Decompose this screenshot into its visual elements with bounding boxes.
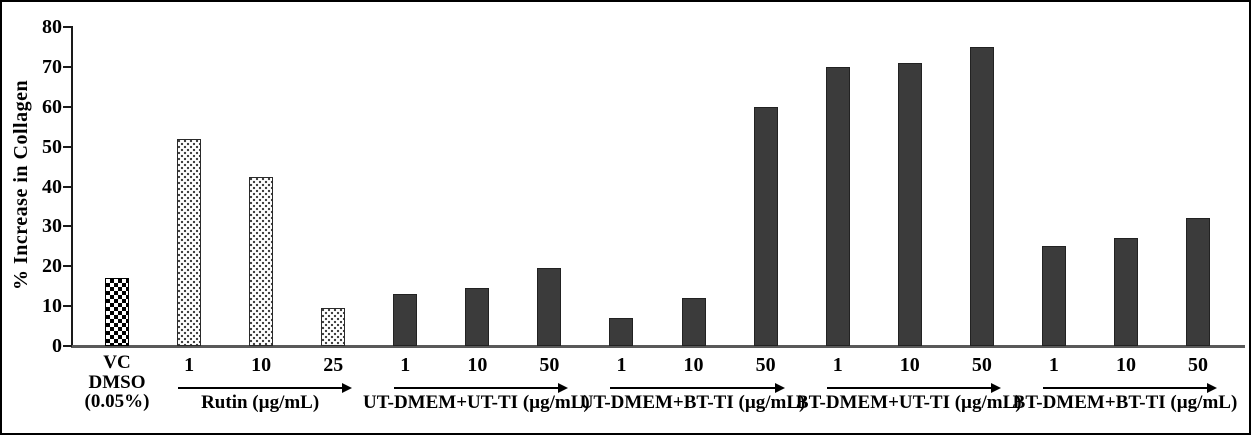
y-tick-label: 60: [42, 95, 62, 118]
group-label: UT-DMEM+UT-TI (µg/mL): [362, 392, 590, 413]
bar: [826, 67, 850, 346]
bar: [465, 288, 489, 346]
y-tick-mark: [63, 105, 72, 108]
bar: [177, 139, 201, 346]
x-category-label: 10: [683, 354, 704, 376]
x-category-label: 1: [400, 354, 411, 376]
bar: [537, 268, 561, 346]
group-label: BT-DMEM+UT-TI (µg/mL): [795, 392, 1022, 413]
control-label-line: DMSO: [88, 371, 146, 393]
group-arrow-line: [610, 387, 775, 389]
y-tick-label: 80: [42, 16, 62, 38]
x-category-label: 50: [755, 354, 776, 376]
group-label: UT-DMEM+BT-TI (µg/mL): [579, 392, 806, 413]
bar: [754, 107, 778, 346]
y-tick-mark: [63, 265, 72, 268]
bar: [393, 294, 417, 346]
y-tick-mark: [63, 26, 72, 28]
bar: [249, 177, 273, 346]
y-tick-mark: [63, 185, 72, 188]
arrow-right-icon: [1207, 383, 1218, 393]
x-axis-baseline: [71, 345, 1245, 348]
x-category-label: 50: [539, 354, 560, 376]
x-category-label: 10: [899, 354, 920, 376]
y-tick-label: 70: [42, 55, 62, 78]
x-category-label: 10: [251, 354, 272, 376]
y-tick-label: 20: [42, 255, 62, 278]
group-arrow-line: [1042, 387, 1208, 389]
bar: [105, 278, 129, 346]
x-category-label: 1: [184, 354, 195, 376]
x-category-label: 50: [1188, 354, 1209, 376]
group-arrow-line: [178, 387, 343, 389]
group-label: Rutin (µg/mL): [201, 392, 320, 413]
bar: [321, 308, 345, 346]
bar: [898, 63, 922, 346]
arrow-right-icon: [342, 383, 353, 393]
arrow-right-icon: [558, 383, 569, 393]
y-tick-mark: [63, 345, 72, 347]
y-axis-line: [71, 26, 73, 348]
x-category-label: 1: [832, 354, 843, 376]
group-arrow-line: [394, 387, 559, 389]
bar: [682, 298, 706, 346]
bar: [970, 47, 994, 346]
bar: [609, 318, 633, 346]
y-tick-label: 10: [42, 295, 62, 318]
control-label-line: VC: [103, 352, 131, 373]
y-tick-label: 0: [52, 335, 62, 357]
arrow-right-icon: [774, 383, 785, 393]
x-category-label: 1: [616, 354, 627, 376]
bar: [1186, 218, 1210, 346]
group-label: BT-DMEM+BT-TI (µg/mL): [1012, 392, 1238, 413]
y-tick-mark: [63, 145, 72, 148]
x-category-label: 10: [1115, 354, 1136, 376]
bar: [1114, 238, 1138, 346]
y-tick-label: 40: [42, 175, 62, 198]
x-category-label: 10: [467, 354, 488, 376]
y-tick-label: 50: [42, 135, 62, 158]
x-category-label: 50: [971, 354, 992, 376]
group-arrow-line: [826, 387, 991, 389]
y-tick-mark: [63, 65, 72, 68]
y-tick-mark: [63, 225, 72, 228]
x-category-label: 25: [323, 354, 344, 376]
arrow-right-icon: [990, 383, 1001, 393]
y-tick-mark: [63, 305, 72, 308]
control-label-line: (0.05%): [84, 391, 150, 412]
y-tick-label: 30: [42, 215, 62, 238]
x-category-label: 1: [1048, 354, 1059, 376]
bar: [1042, 246, 1066, 346]
